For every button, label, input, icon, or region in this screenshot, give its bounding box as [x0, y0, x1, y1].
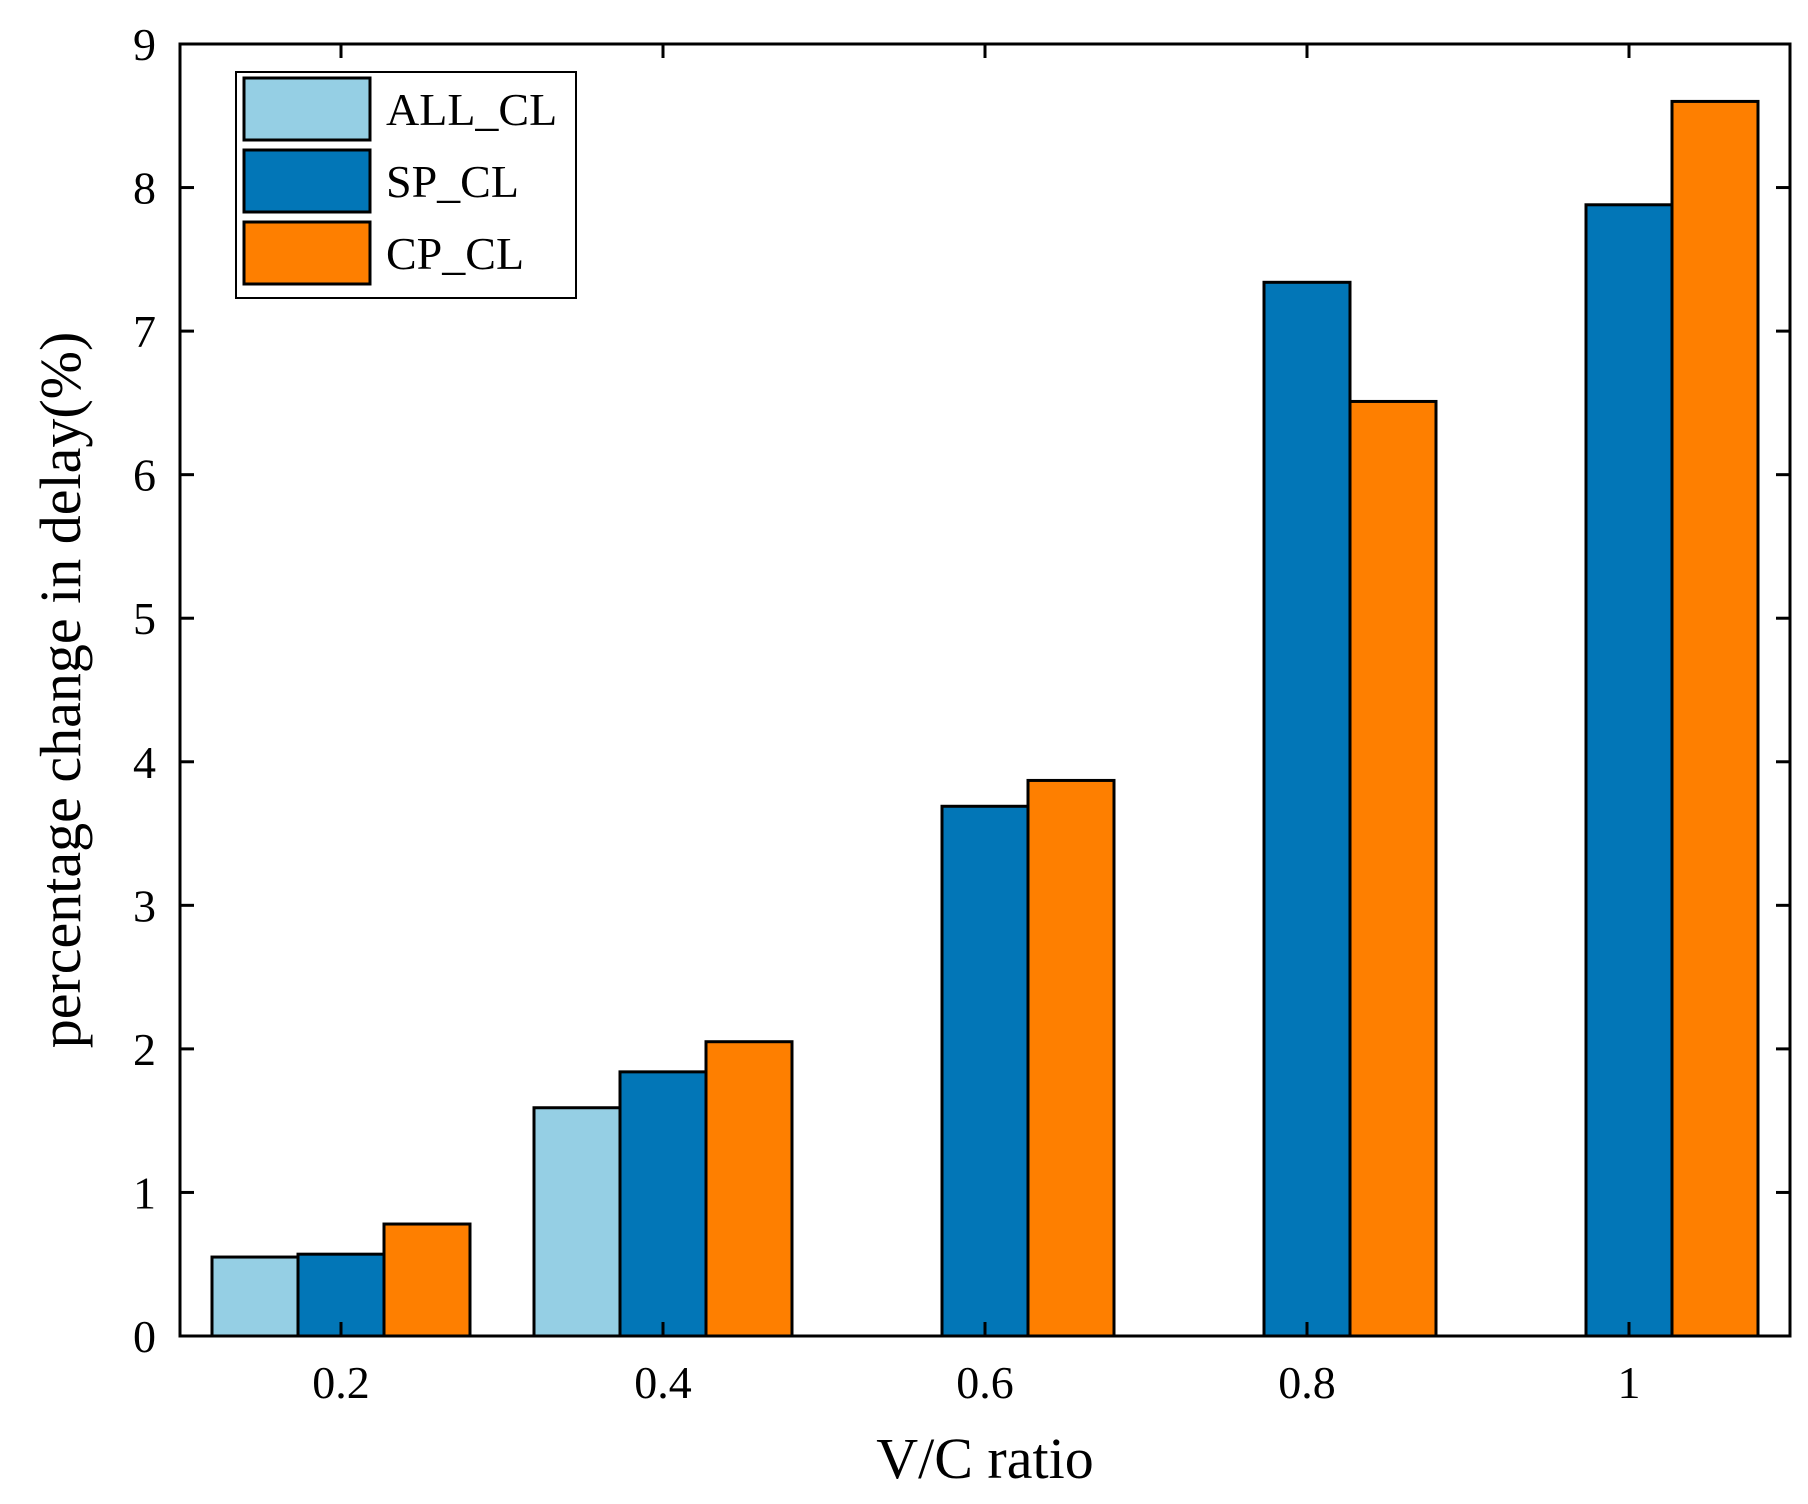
bar-cp-cl-0.8: [1348, 399, 1438, 1338]
x-tick-label: 0.4: [634, 1357, 692, 1408]
bars-layer: [210, 99, 1760, 1338]
y-tick-label: 3: [133, 880, 156, 931]
y-tick-label: 9: [133, 19, 156, 70]
y-tick-label: 2: [133, 1024, 156, 1075]
x-tick-label: 0.2: [312, 1357, 370, 1408]
legend: ALL_CL SP_CL CP_CL: [235, 71, 577, 299]
y-tick-label: 7: [133, 306, 156, 357]
x-tick-label: 0.8: [1278, 1357, 1336, 1408]
x-tick-label: 0.6: [956, 1357, 1014, 1408]
x-tick-label: 1: [1618, 1357, 1641, 1408]
y-tick-label: 0: [133, 1311, 156, 1362]
bar-cp-cl-0.6: [1026, 778, 1116, 1338]
y-tick-label: 6: [133, 450, 156, 501]
y-tick-label: 4: [133, 737, 156, 788]
y-tick-label: 8: [133, 163, 156, 214]
legend-label-all-cl: ALL_CL: [386, 84, 557, 135]
bar-all-cl-0.4: [532, 1106, 622, 1338]
y-tick-label: 1: [133, 1167, 156, 1218]
legend-swatch-all-cl: [242, 76, 372, 142]
x-axis-ticks: 0.2 0.4 0.6 0.8 1: [312, 44, 1641, 1408]
x-axis-title: V/C ratio: [876, 1426, 1093, 1491]
y-axis-ticks: 0 1 2 3 4 5 6 7 8 9: [133, 19, 1790, 1362]
bar-cp-cl-0.4: [704, 1040, 794, 1338]
bar-sp-cl-1: [1584, 203, 1674, 1338]
bar-sp-cl-0.6: [940, 804, 1030, 1338]
bar-sp-cl-0.4: [618, 1070, 708, 1338]
legend-swatch-sp-cl: [242, 148, 372, 214]
bar-all-cl-0.2: [210, 1255, 300, 1338]
bar-sp-cl-0.8: [1262, 280, 1352, 1338]
bar-cp-cl-1: [1670, 99, 1760, 1338]
y-axis-title: percentage change in delay(%): [28, 332, 93, 1049]
bar-cp-cl-0.2: [382, 1222, 472, 1338]
legend-label-cp-cl: CP_CL: [386, 228, 524, 279]
y-tick-label: 5: [133, 593, 156, 644]
legend-swatch-cp-cl: [242, 220, 372, 286]
legend-label-sp-cl: SP_CL: [386, 156, 519, 207]
